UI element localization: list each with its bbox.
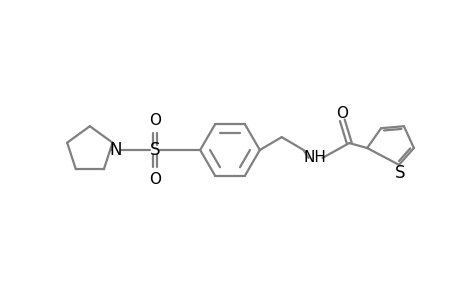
Text: S: S [394, 164, 404, 182]
Text: N: N [109, 141, 122, 159]
Text: S: S [150, 141, 160, 159]
Text: O: O [149, 172, 161, 187]
Text: O: O [336, 106, 347, 121]
Text: NH: NH [302, 150, 325, 165]
Text: O: O [149, 113, 161, 128]
